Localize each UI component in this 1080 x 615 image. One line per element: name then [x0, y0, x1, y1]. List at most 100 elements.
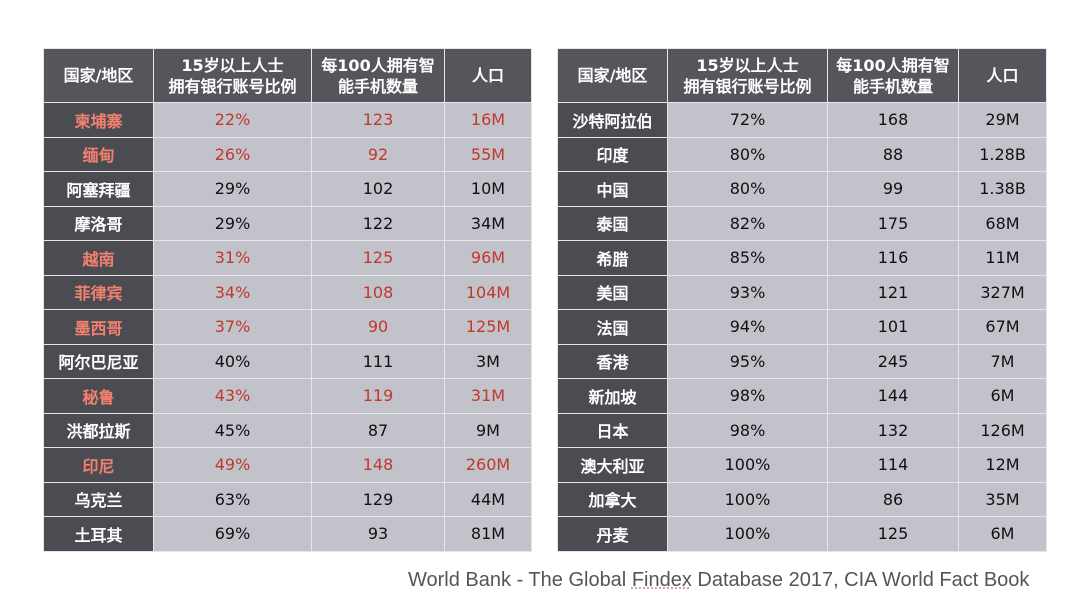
table-row: 香港 95% 245 7M: [557, 343, 1047, 379]
smartphones-cell: 111: [311, 343, 445, 379]
left-country-table: 国家/地区 15岁以上人士 拥有银行账号比例 每100人拥有智 能手机数量 人口…: [43, 48, 532, 552]
region-cell: 阿尔巴尼亚: [43, 343, 154, 379]
bank-ratio-cell: 80%: [667, 136, 828, 172]
table-row: 印度 80% 88 1.28B: [557, 136, 1047, 172]
table-row: 土耳其 69% 93 81M: [43, 516, 532, 552]
bank-ratio-cell: 40%: [153, 343, 312, 379]
header-region: 国家/地区: [557, 48, 668, 103]
table-row: 希腊 85% 116 11M: [557, 240, 1047, 276]
population-cell: 68M: [958, 205, 1047, 241]
bank-ratio-cell: 45%: [153, 412, 312, 448]
region-cell: 菲律宾: [43, 274, 154, 310]
region-cell: 柬埔寨: [43, 102, 154, 138]
smartphones-cell: 144: [827, 378, 959, 414]
header-region: 国家/地区: [43, 48, 154, 103]
population-cell: 81M: [444, 516, 532, 552]
smartphones-cell: 125: [827, 516, 959, 552]
source-caption: World Bank - The Global Findex Database …: [408, 569, 1029, 592]
smartphones-cell: 132: [827, 412, 959, 448]
population-cell: 7M: [958, 343, 1047, 379]
region-cell: 土耳其: [43, 516, 154, 552]
table-row: 美国 93% 121 327M: [557, 274, 1047, 310]
bank-ratio-cell: 100%: [667, 481, 828, 517]
table-row: 洪都拉斯 45% 87 9M: [43, 412, 532, 448]
smartphones-cell: 114: [827, 447, 959, 483]
region-cell: 秘鲁: [43, 378, 154, 414]
source-underlined-word: Findex: [631, 569, 692, 591]
smartphones-cell: 245: [827, 343, 959, 379]
population-cell: 3M: [444, 343, 532, 379]
bank-ratio-cell: 49%: [153, 447, 312, 483]
region-cell: 乌克兰: [43, 481, 154, 517]
region-cell: 泰国: [557, 205, 668, 241]
header-row: 国家/地区 15岁以上人士 拥有银行账号比例 每100人拥有智 能手机数量 人口: [43, 48, 532, 103]
table-row: 澳大利亚 100% 114 12M: [557, 447, 1047, 483]
population-cell: 6M: [958, 378, 1047, 414]
header-bank-account-ratio: 15岁以上人士 拥有银行账号比例: [667, 48, 828, 103]
smartphones-cell: 129: [311, 481, 445, 517]
bank-ratio-cell: 100%: [667, 447, 828, 483]
table-row: 新加坡 98% 144 6M: [557, 378, 1047, 414]
bank-ratio-cell: 72%: [667, 102, 828, 138]
bank-ratio-cell: 100%: [667, 516, 828, 552]
region-cell: 洪都拉斯: [43, 412, 154, 448]
population-cell: 35M: [958, 481, 1047, 517]
table-row: 丹麦 100% 125 6M: [557, 516, 1047, 552]
bank-ratio-cell: 37%: [153, 309, 312, 345]
smartphones-cell: 101: [827, 309, 959, 345]
bank-ratio-cell: 93%: [667, 274, 828, 310]
header-population: 人口: [444, 48, 532, 103]
table-row: 乌克兰 63% 129 44M: [43, 481, 532, 517]
bank-ratio-cell: 63%: [153, 481, 312, 517]
population-cell: 31M: [444, 378, 532, 414]
table-row: 缅甸 26% 92 55M: [43, 136, 532, 172]
source-text-end: Database 2017, CIA World Fact Book: [691, 569, 1030, 591]
header-population: 人口: [958, 48, 1047, 103]
bank-ratio-cell: 85%: [667, 240, 828, 276]
region-cell: 丹麦: [557, 516, 668, 552]
table-row: 越南 31% 125 96M: [43, 240, 532, 276]
smartphones-cell: 102: [311, 171, 445, 207]
smartphones-cell: 87: [311, 412, 445, 448]
population-cell: 16M: [444, 102, 532, 138]
table-row: 中国 80% 99 1.38B: [557, 171, 1047, 207]
table-row: 泰国 82% 175 68M: [557, 205, 1047, 241]
bank-ratio-cell: 95%: [667, 343, 828, 379]
smartphones-cell: 122: [311, 205, 445, 241]
bank-ratio-cell: 80%: [667, 171, 828, 207]
region-cell: 缅甸: [43, 136, 154, 172]
table-row: 菲律宾 34% 108 104M: [43, 274, 532, 310]
smartphones-cell: 92: [311, 136, 445, 172]
region-cell: 新加坡: [557, 378, 668, 414]
population-cell: 327M: [958, 274, 1047, 310]
population-cell: 104M: [444, 274, 532, 310]
table-row: 印尼 49% 148 260M: [43, 447, 532, 483]
table-row: 秘鲁 43% 119 31M: [43, 378, 532, 414]
bank-ratio-cell: 43%: [153, 378, 312, 414]
region-cell: 中国: [557, 171, 668, 207]
header-row: 国家/地区 15岁以上人士 拥有银行账号比例 每100人拥有智 能手机数量 人口: [557, 48, 1047, 103]
region-cell: 加拿大: [557, 481, 668, 517]
smartphones-cell: 175: [827, 205, 959, 241]
smartphones-cell: 125: [311, 240, 445, 276]
bank-ratio-cell: 34%: [153, 274, 312, 310]
bank-ratio-cell: 82%: [667, 205, 828, 241]
smartphones-cell: 168: [827, 102, 959, 138]
region-cell: 美国: [557, 274, 668, 310]
region-cell: 澳大利亚: [557, 447, 668, 483]
table-row: 日本 98% 132 126M: [557, 412, 1047, 448]
region-cell: 印度: [557, 136, 668, 172]
smartphones-cell: 93: [311, 516, 445, 552]
population-cell: 11M: [958, 240, 1047, 276]
table-row: 墨西哥 37% 90 125M: [43, 309, 532, 345]
bank-ratio-cell: 29%: [153, 171, 312, 207]
table-row: 摩洛哥 29% 122 34M: [43, 205, 532, 241]
population-cell: 67M: [958, 309, 1047, 345]
smartphones-cell: 123: [311, 102, 445, 138]
table-row: 加拿大 100% 86 35M: [557, 481, 1047, 517]
region-cell: 香港: [557, 343, 668, 379]
bank-ratio-cell: 31%: [153, 240, 312, 276]
table-row: 沙特阿拉伯 72% 168 29M: [557, 102, 1047, 138]
bank-ratio-cell: 69%: [153, 516, 312, 552]
bank-ratio-cell: 22%: [153, 102, 312, 138]
